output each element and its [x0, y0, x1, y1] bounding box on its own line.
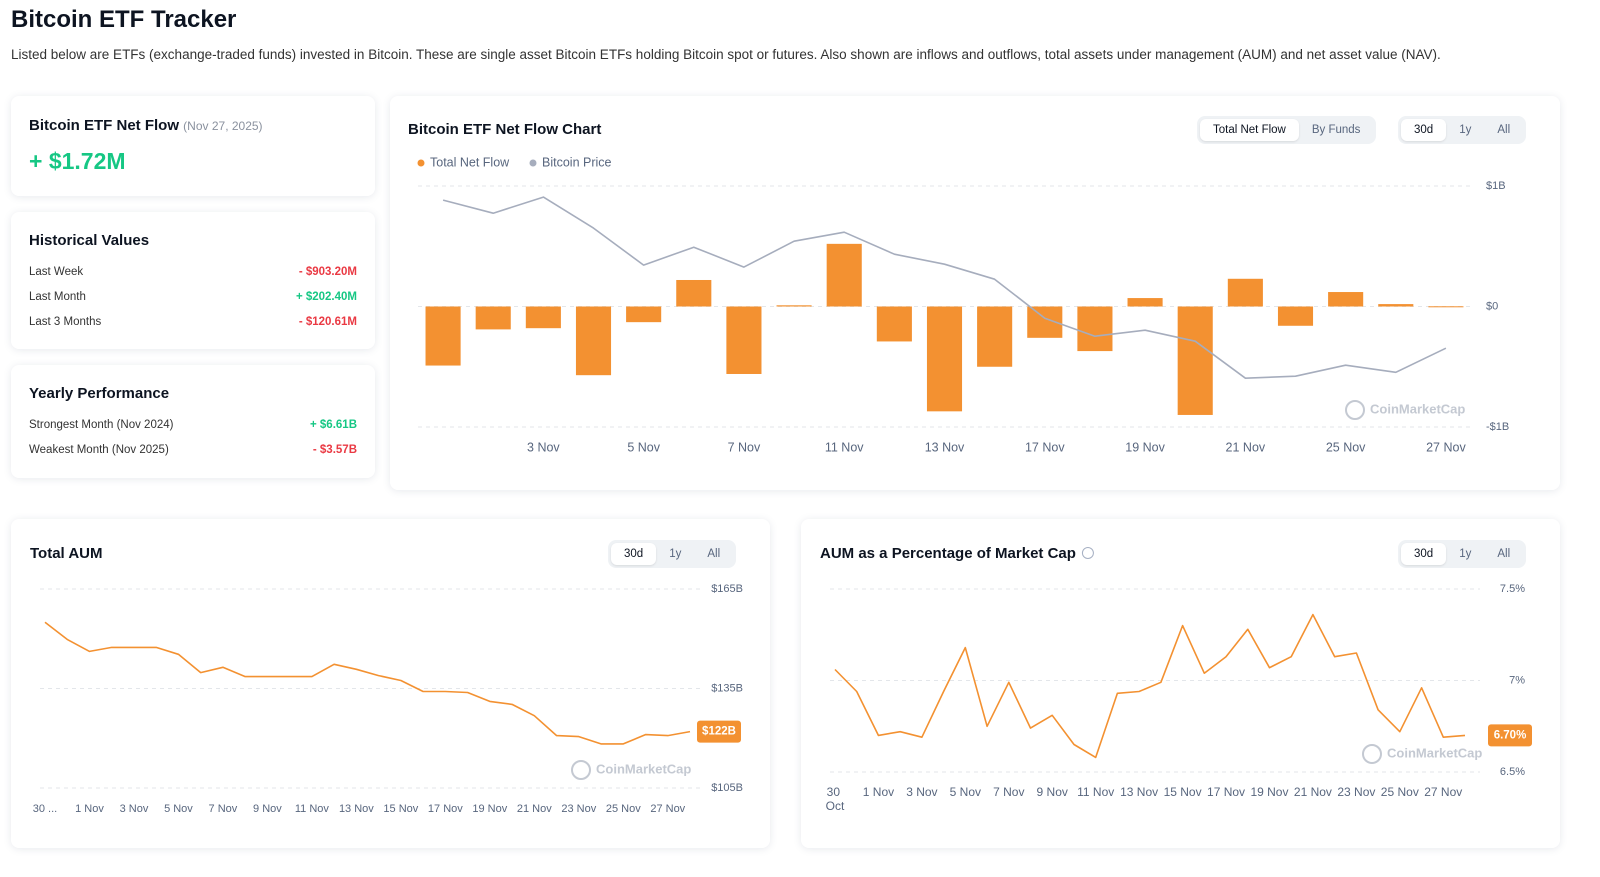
tab-group: 30d 1y All [608, 540, 737, 568]
card-title: Historical Values [29, 232, 150, 249]
yearly-card: Yearly Performance Strongest Month (Nov … [11, 365, 375, 478]
tab-group: Total Net Flow By Funds [1197, 116, 1377, 144]
stat-row: Weakest Month (Nov 2025) - $3.57B [29, 444, 357, 456]
tab-button[interactable]: 1y [669, 548, 682, 560]
tab-button[interactable]: All [1497, 548, 1511, 560]
tab-button[interactable]: All [707, 548, 721, 560]
tab-button[interactable]: All [1497, 124, 1511, 136]
stat-label: Last Month [29, 291, 86, 303]
net-flow-value: + $1.72M [29, 148, 126, 174]
card-title-text: Bitcoin ETF Net Flow [29, 117, 179, 134]
tab-group: 30d 1y All [1398, 116, 1527, 144]
net-flow-card: Bitcoin ETF Net Flow (Nov 27, 2025) + $1… [11, 96, 375, 196]
aum-chart-card [11, 519, 770, 848]
stat-value: - $903.20M [298, 266, 357, 278]
tab-button[interactable]: 30d [1401, 119, 1447, 141]
tab-button[interactable]: 1y [1459, 124, 1472, 136]
tab-group: 30d 1y All [1398, 540, 1527, 568]
stat-label: Last Week [29, 266, 84, 278]
stat-row: Strongest Month (Nov 2024) + $6.61B [29, 419, 357, 431]
stat-label: Last 3 Months [29, 316, 102, 328]
percent-chart-card [801, 519, 1560, 848]
tab-button[interactable]: 30d [1401, 543, 1447, 565]
card-title: Yearly Performance [29, 385, 170, 402]
stat-row: Last 3 Months - $120.61M [29, 316, 357, 328]
historical-card: Historical Values Last Week - $903.20M La… [11, 212, 375, 349]
tab-button[interactable]: 30d [611, 543, 657, 565]
stat-row: Last Week - $903.20M [29, 266, 357, 278]
page-title: Bitcoin ETF Tracker [11, 6, 237, 33]
stat-value: - $3.57B [312, 444, 357, 456]
tab-button[interactable]: By Funds [1311, 124, 1361, 136]
card-date: (Nov 27, 2025) [183, 119, 263, 133]
tab-button[interactable]: 1y [1459, 548, 1472, 560]
stat-value: - $120.61M [298, 316, 357, 328]
stat-row: Last Month + $202.40M [29, 291, 357, 303]
stat-value: + $6.61B [310, 419, 357, 431]
stat-label: Weakest Month (Nov 2025) [29, 444, 169, 456]
page-description: Listed below are ETFs (exchange-traded f… [11, 47, 1441, 62]
net-flow-chart-card [390, 96, 1560, 490]
stat-value: + $202.40M [295, 291, 357, 303]
card-title: Bitcoin ETF Net Flow (Nov 27, 2025) [29, 117, 263, 134]
stat-label: Strongest Month (Nov 2024) [29, 419, 174, 431]
tab-button[interactable]: Total Net Flow [1200, 119, 1299, 141]
